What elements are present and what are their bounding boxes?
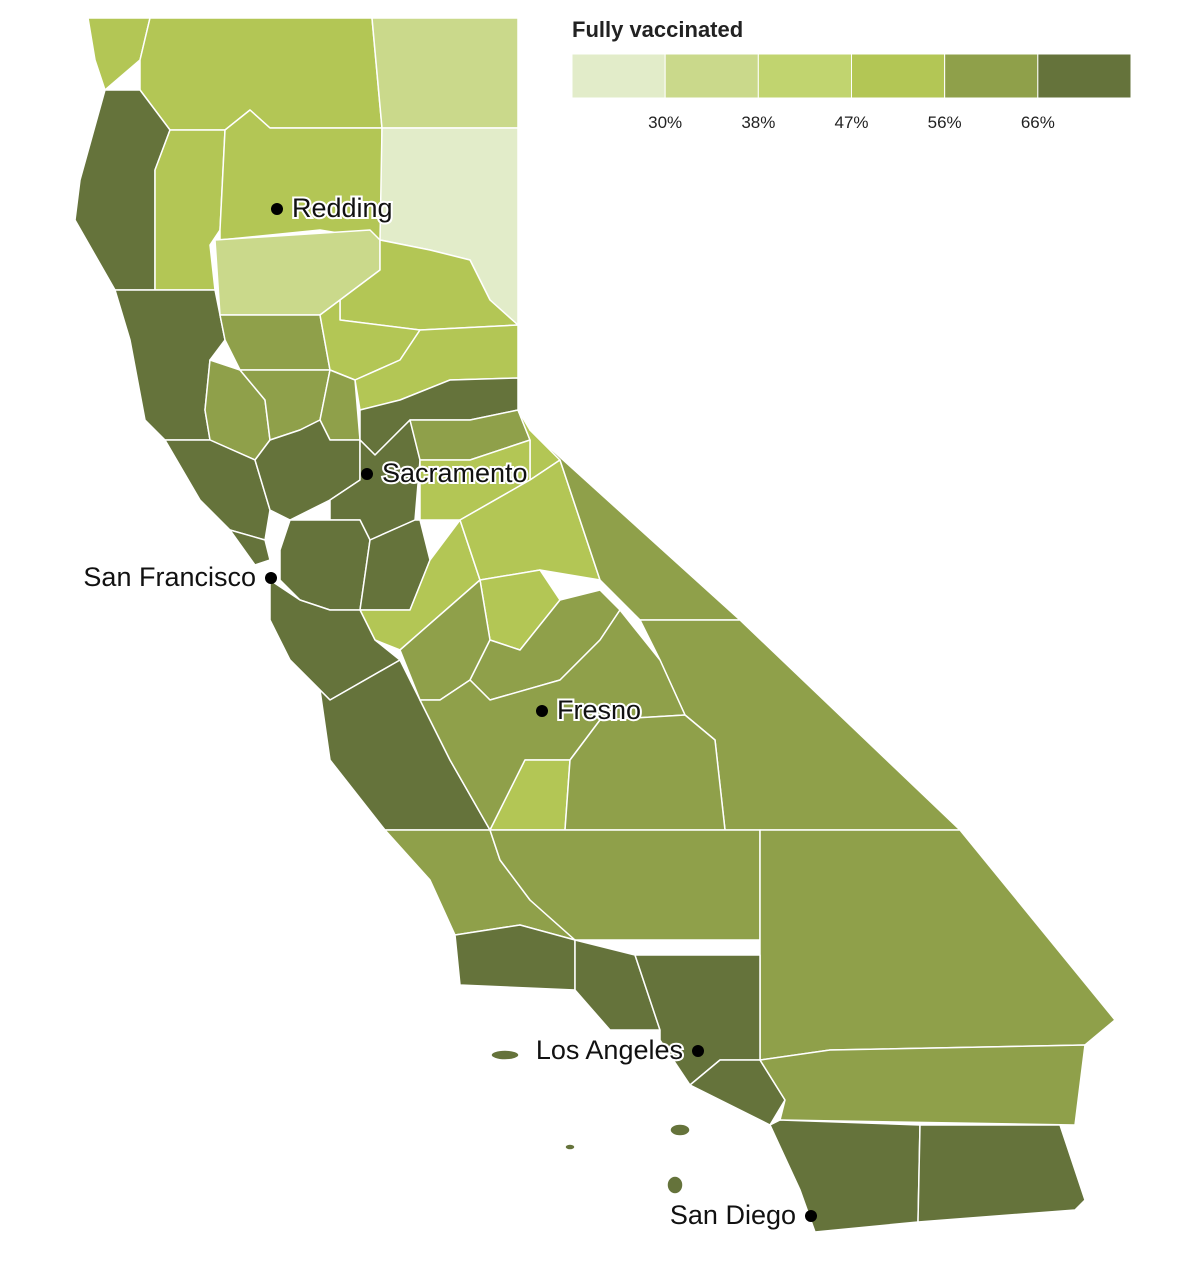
city-dot xyxy=(361,468,373,480)
legend-tick-label: 47% xyxy=(834,113,868,132)
county xyxy=(489,829,761,941)
city-label: San Francisco xyxy=(83,562,256,592)
county xyxy=(574,939,661,1031)
island xyxy=(669,1123,691,1137)
legend: Fully vaccinated 30% 38% 47% 56% 66% xyxy=(571,17,1132,132)
county xyxy=(371,17,519,129)
legend-tick-label: 66% xyxy=(1021,113,1055,132)
city-dot xyxy=(271,203,283,215)
city-label: San Diego xyxy=(670,1200,796,1230)
island xyxy=(666,1175,684,1195)
city-dot xyxy=(536,705,548,717)
county xyxy=(917,1124,1086,1223)
county xyxy=(229,529,271,566)
county xyxy=(454,924,576,991)
legend-swatch xyxy=(571,53,666,99)
county xyxy=(164,439,271,541)
county xyxy=(689,1059,786,1126)
county xyxy=(219,314,331,371)
county xyxy=(139,17,383,131)
island xyxy=(490,1049,520,1061)
county xyxy=(759,829,1116,1061)
county xyxy=(759,1044,1086,1126)
legend-swatch xyxy=(851,53,946,99)
legend-tick-label: 30% xyxy=(648,113,682,132)
city-label: Sacramento xyxy=(382,458,528,488)
legend-swatch xyxy=(664,53,759,99)
county xyxy=(154,129,226,291)
county xyxy=(529,429,741,621)
legend-swatch xyxy=(944,53,1039,99)
city-label: Redding xyxy=(292,193,393,223)
counties xyxy=(74,17,1116,1233)
county xyxy=(269,579,401,701)
city-dot xyxy=(265,572,277,584)
island xyxy=(564,1143,576,1151)
county xyxy=(87,17,151,91)
legend-swatch xyxy=(757,53,852,99)
legend-tick-label: 38% xyxy=(741,113,775,132)
city-dot xyxy=(805,1210,817,1222)
city-label: Los Angeles xyxy=(536,1035,683,1065)
city-label: Fresno xyxy=(557,695,641,725)
cities: Redding Sacramento San Francisco Fresno … xyxy=(81,191,817,1232)
city-dot xyxy=(692,1045,704,1057)
legend-tick-label: 56% xyxy=(928,113,962,132)
legend-title: Fully vaccinated xyxy=(572,17,743,42)
legend-swatch xyxy=(1037,53,1132,99)
